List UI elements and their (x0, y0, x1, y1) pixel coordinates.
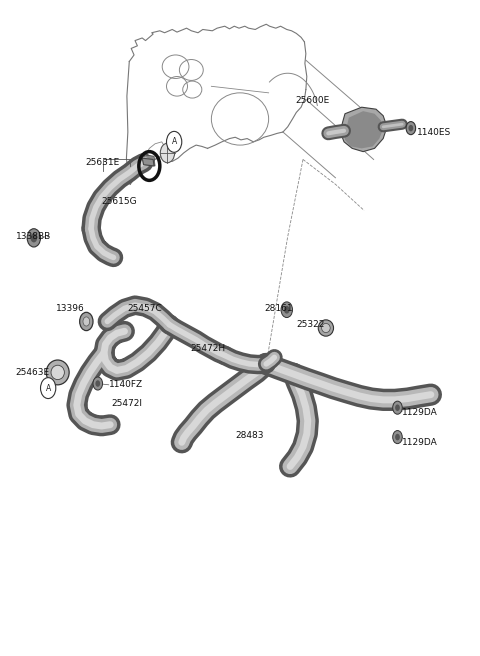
Circle shape (406, 121, 416, 134)
Circle shape (393, 430, 402, 443)
Text: 25472I: 25472I (111, 399, 142, 407)
Circle shape (395, 405, 400, 411)
Text: 1129DA: 1129DA (402, 409, 438, 417)
Circle shape (167, 131, 182, 152)
Circle shape (281, 302, 292, 318)
Ellipse shape (46, 360, 69, 385)
Text: 28483: 28483 (235, 431, 264, 440)
Circle shape (83, 317, 90, 326)
Circle shape (160, 143, 175, 163)
Ellipse shape (318, 320, 334, 336)
Polygon shape (344, 111, 383, 148)
Polygon shape (142, 158, 154, 166)
Text: 1140ES: 1140ES (417, 127, 451, 136)
Text: A: A (46, 384, 51, 392)
Ellipse shape (322, 323, 330, 333)
Circle shape (393, 401, 402, 414)
Text: 25322: 25322 (296, 320, 324, 329)
Text: 13396: 13396 (56, 304, 85, 313)
Text: 25472H: 25472H (190, 344, 225, 354)
Text: 25631E: 25631E (85, 158, 119, 167)
Circle shape (27, 229, 40, 247)
Text: 25463E: 25463E (16, 368, 50, 377)
Circle shape (284, 306, 289, 314)
Circle shape (408, 125, 413, 131)
Polygon shape (340, 107, 387, 152)
Circle shape (93, 377, 103, 390)
Text: A: A (171, 137, 177, 146)
Text: 1338BB: 1338BB (16, 232, 51, 241)
Polygon shape (144, 155, 155, 166)
Text: 1140FZ: 1140FZ (109, 380, 143, 389)
Circle shape (96, 380, 100, 387)
Text: 25600E: 25600E (295, 96, 329, 105)
Text: 25457C: 25457C (128, 304, 163, 313)
Text: 1129DA: 1129DA (402, 438, 438, 447)
Text: 25615G: 25615G (102, 197, 137, 207)
Circle shape (395, 434, 400, 440)
Circle shape (80, 312, 93, 331)
Circle shape (40, 378, 56, 399)
Text: 28161: 28161 (264, 304, 292, 313)
Ellipse shape (51, 365, 64, 380)
Circle shape (31, 234, 37, 243)
